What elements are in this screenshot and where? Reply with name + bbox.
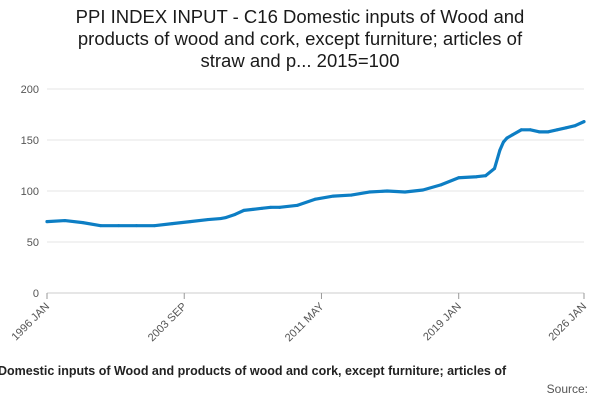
y-tick-label: 100 <box>21 186 39 198</box>
data-point <box>457 176 461 180</box>
x-tick-label: 2019 JAN <box>421 301 464 344</box>
data-point <box>242 208 246 212</box>
grid-lines <box>47 88 584 294</box>
series-group <box>45 120 586 228</box>
data-point <box>233 212 237 216</box>
data-point <box>219 217 223 221</box>
axes: 0 50 100 150 200 1996 JAN 2003 SEP 2011 MAY 2019… <box>9 84 589 344</box>
data-point <box>403 190 407 194</box>
chart-title-line-3: straw and p... 2015=100 <box>200 50 400 71</box>
data-point <box>188 220 192 224</box>
data-point <box>206 218 210 222</box>
data-point <box>224 216 228 220</box>
y-tick-label: 0 <box>33 288 39 300</box>
data-point <box>498 148 502 152</box>
data-point <box>564 126 568 130</box>
data-point <box>331 194 335 198</box>
data-point <box>505 136 509 140</box>
data-point <box>349 193 353 197</box>
data-point <box>367 190 371 194</box>
data-point <box>314 197 317 201</box>
x-tick-label: 2026 JAN <box>546 301 589 344</box>
data-point <box>117 224 121 228</box>
data-point <box>63 219 67 223</box>
data-point <box>537 130 541 134</box>
data-point <box>278 205 282 209</box>
chart-title: PPI INDEX INPUT - C16 Domestic inputs of… <box>20 6 580 72</box>
data-point <box>484 174 488 178</box>
x-tick-label: 2003 SEP <box>146 301 190 345</box>
data-point <box>170 222 174 226</box>
data-point <box>296 203 300 207</box>
chart-title-line-1: PPI INDEX INPUT - C16 Domestic inputs of… <box>75 6 525 27</box>
data-point <box>582 120 586 124</box>
data-point <box>251 207 255 211</box>
series-line-0 <box>45 120 586 228</box>
data-point <box>385 189 389 193</box>
data-point <box>81 221 85 225</box>
data-point <box>99 224 103 228</box>
data-point <box>260 206 264 210</box>
data-point <box>493 167 496 171</box>
y-tick-label: 150 <box>21 135 39 147</box>
x-tick-label: 1996 JAN <box>9 301 52 344</box>
data-point <box>475 175 479 179</box>
data-point <box>45 220 49 224</box>
x-tick-label: 2011 MAY <box>283 300 327 344</box>
data-point <box>152 224 156 228</box>
data-point <box>555 128 559 132</box>
data-point <box>546 130 550 134</box>
data-point <box>501 140 505 144</box>
data-point <box>573 124 577 128</box>
legend-entry: Domestic inputs of Wood and products of … <box>0 364 507 378</box>
data-point <box>135 224 138 228</box>
data-point <box>269 205 273 209</box>
source-label: Source: <box>546 382 588 396</box>
y-tick-label: 50 <box>27 237 39 249</box>
data-point <box>510 133 514 137</box>
data-point <box>421 188 425 192</box>
data-point <box>519 128 523 132</box>
y-tick-label: 200 <box>21 84 39 96</box>
data-point <box>439 183 443 187</box>
data-point <box>528 128 532 132</box>
chart-title-line-2: products of wood and cork, except furnit… <box>77 28 523 49</box>
